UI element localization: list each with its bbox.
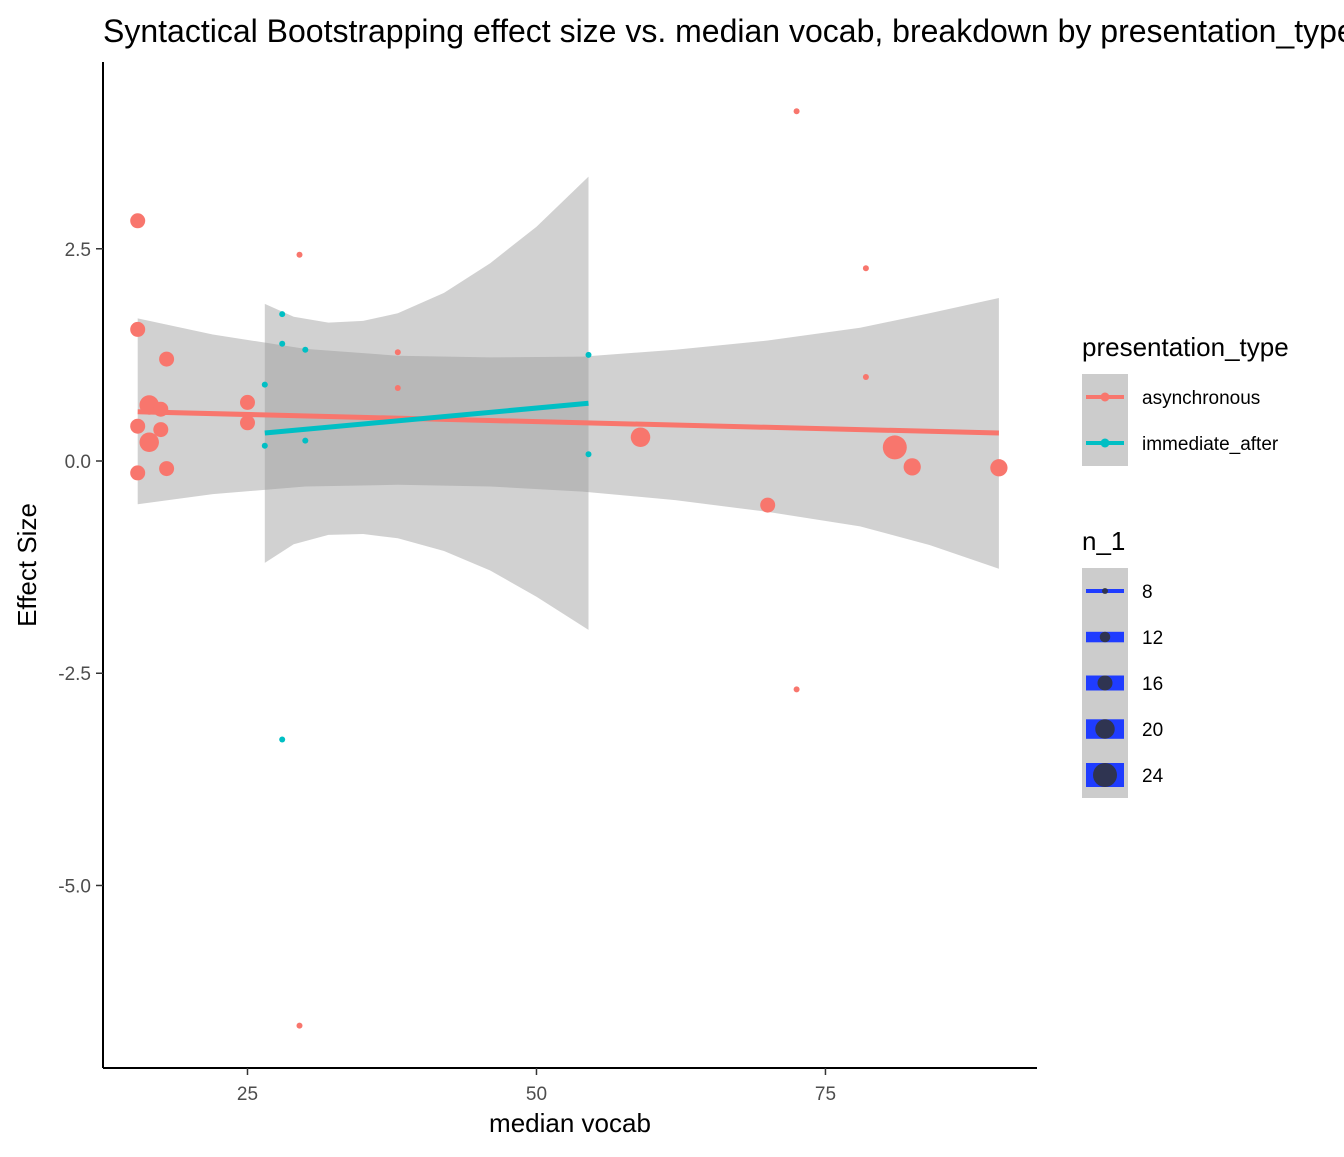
legend-size-keys: 8 12 16 20 24 xyxy=(1086,582,1164,787)
point-asynchronous-9 xyxy=(159,461,175,477)
point-asynchronous-0 xyxy=(130,213,146,229)
y-axis-title: Effect Size xyxy=(12,503,42,627)
point-asynchronous-2 xyxy=(130,418,146,434)
point-asynchronous-1 xyxy=(130,321,146,337)
x-ticks: 25 50 75 xyxy=(237,1068,836,1105)
ribbon-immediate-after xyxy=(264,176,589,630)
size-key-label-8: 8 xyxy=(1142,582,1153,603)
point-immediate-after-2 xyxy=(279,311,286,318)
size-key-dot-8 xyxy=(1102,588,1108,594)
point-immediate-after-8 xyxy=(585,451,592,458)
point-asynchronous-21 xyxy=(862,374,869,380)
point-asynchronous-6 xyxy=(153,401,169,417)
point-asynchronous-13 xyxy=(296,1022,303,1029)
fit-lines xyxy=(137,400,999,436)
point-asynchronous-7 xyxy=(153,422,169,438)
legend-label-immediate-after: immediate_after xyxy=(1142,434,1279,455)
x-tick-label-1: 50 xyxy=(526,1084,547,1105)
point-asynchronous-19 xyxy=(793,686,800,693)
point-immediate-after-3 xyxy=(279,340,286,347)
point-asynchronous-14 xyxy=(394,349,401,356)
size-key-dot-20 xyxy=(1095,719,1115,739)
point-immediate-after-4 xyxy=(279,736,286,743)
size-key-label-16: 16 xyxy=(1142,674,1163,695)
legend-color-title: presentation_type xyxy=(1082,332,1289,362)
size-key-dot-12 xyxy=(1099,631,1111,643)
point-asynchronous-15 xyxy=(394,385,401,391)
legend-n1: n_1 8 12 16 20 24 xyxy=(1082,526,1164,798)
ribbon-asynchronous xyxy=(137,298,999,569)
x-axis-title: median vocab xyxy=(489,1108,651,1138)
point-asynchronous-11 xyxy=(240,415,255,431)
y-ticks: 2.5 0.0 -2.5 -5.0 xyxy=(58,240,103,897)
point-asynchronous-8 xyxy=(159,351,175,367)
y-tick-label-2: -2.5 xyxy=(58,664,91,685)
point-immediate-after-0 xyxy=(261,381,268,388)
size-key-label-12: 12 xyxy=(1142,628,1163,649)
x-tick-label-2: 75 xyxy=(815,1084,836,1105)
point-immediate-after-1 xyxy=(261,442,268,449)
confidence-ribbons xyxy=(137,176,999,630)
legend-key-dot-asynchronous xyxy=(1100,392,1110,402)
legend-size-title: n_1 xyxy=(1082,526,1125,556)
data-points xyxy=(130,108,1008,1029)
point-immediate-after-7 xyxy=(585,351,592,358)
point-immediate-after-5 xyxy=(302,346,309,353)
point-asynchronous-10 xyxy=(240,394,255,410)
point-asynchronous-22 xyxy=(882,435,907,460)
size-key-label-24: 24 xyxy=(1142,766,1164,787)
fit-line-immediate-after xyxy=(264,400,589,436)
point-asynchronous-23 xyxy=(903,458,921,476)
y-tick-label-1: 0.0 xyxy=(65,452,91,473)
point-asynchronous-24 xyxy=(990,459,1008,477)
point-asynchronous-16 xyxy=(630,427,651,447)
fit-line-asynchronous xyxy=(137,409,999,436)
point-asynchronous-3 xyxy=(130,465,146,481)
point-asynchronous-20 xyxy=(862,265,869,272)
x-tick-label-0: 25 xyxy=(237,1084,258,1105)
size-key-label-20: 20 xyxy=(1142,720,1163,741)
point-immediate-after-6 xyxy=(302,437,309,444)
size-key-dot-16 xyxy=(1097,675,1113,691)
y-tick-label-3: -5.0 xyxy=(58,876,91,897)
legend-presentation-type: presentation_type asynchronous immediate… xyxy=(1082,332,1289,466)
point-asynchronous-17 xyxy=(760,497,776,513)
point-asynchronous-5 xyxy=(139,432,159,453)
point-asynchronous-18 xyxy=(793,108,800,115)
size-key-dot-24 xyxy=(1093,763,1117,787)
legend-label-asynchronous: asynchronous xyxy=(1142,388,1260,409)
axes xyxy=(102,62,1037,1069)
point-asynchronous-12 xyxy=(296,251,303,258)
legend-key-dot-immediate-after xyxy=(1100,438,1110,448)
y-tick-label-0: 2.5 xyxy=(65,240,91,261)
chart-title: Syntactical Bootstrapping effect size vs… xyxy=(103,13,1344,49)
